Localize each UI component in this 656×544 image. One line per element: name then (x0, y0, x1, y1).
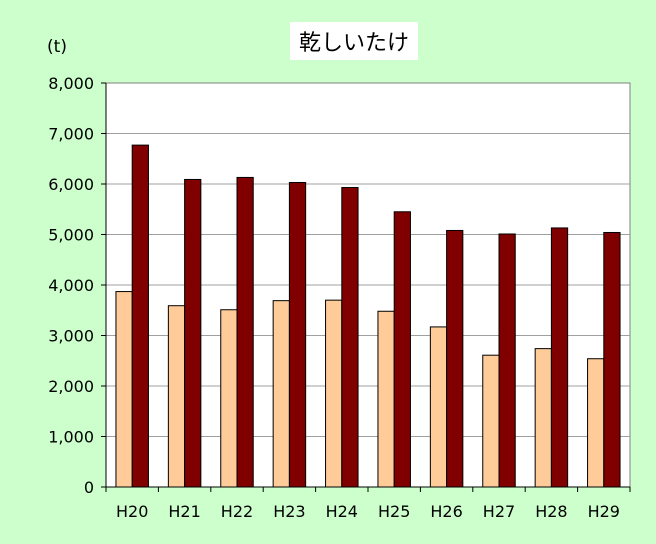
bar-series-2-H24 (341, 187, 359, 488)
bar-series-1-H28 (534, 348, 552, 488)
bar-series-1-H24 (325, 299, 343, 488)
bar-series-2-H28 (550, 227, 569, 488)
bars (115, 144, 621, 488)
bar-series-2-H27 (498, 233, 516, 488)
x-tick-label: H20 (116, 502, 148, 521)
bar-series-1-H27 (482, 354, 500, 488)
x-tick-label: H21 (168, 502, 200, 521)
y-tick-label: 4,000 (48, 276, 94, 295)
bar-series-1-H23 (272, 300, 290, 488)
bar-series-2-H25 (393, 211, 411, 488)
y-tick-label: 6,000 (48, 175, 94, 194)
x-tick-label: H28 (535, 502, 567, 521)
bar-series-2-H26 (446, 229, 464, 488)
axes: 0 1,000 2,000 3,000 4,000 5,000 6,000 7,000 8,00… (48, 74, 631, 521)
x-tick-label: H29 (588, 502, 620, 521)
chart-title: 乾しいたけ (299, 31, 409, 56)
y-tick-label: 3,000 (48, 327, 94, 346)
bar-series-2-H23 (288, 181, 307, 488)
x-tick-label: H23 (273, 502, 305, 521)
x-tick-label: H24 (326, 502, 358, 521)
x-tick-label: H26 (430, 502, 462, 521)
chart-title-box (290, 22, 418, 60)
y-tick-label: 0 (84, 478, 94, 497)
x-tick-label: H27 (483, 502, 515, 521)
y-tick-label: 7,000 (48, 125, 94, 144)
bar-series-1-H29 (587, 358, 605, 488)
bar-series-1-H26 (429, 326, 448, 488)
y-tick-label: 1,000 (48, 428, 94, 447)
bar-series-2-H29 (603, 231, 621, 488)
y-tick-label: 8,000 (48, 74, 94, 93)
y-axis-unit: (t) (47, 37, 67, 57)
bar-series-2-H21 (184, 178, 202, 488)
bar-series-1-H22 (220, 309, 238, 488)
bar-series-2-H22 (236, 176, 254, 488)
y-tick-label: 5,000 (48, 226, 94, 245)
bar-series-1-H20 (115, 291, 133, 488)
y-tick-label: 2,000 (48, 377, 94, 396)
bar-series-2-H20 (131, 144, 149, 488)
x-tick-label: H22 (221, 502, 253, 521)
x-tick-label: H25 (378, 502, 410, 521)
bar-series-1-H21 (167, 305, 186, 488)
bar-series-1-H25 (377, 310, 395, 488)
